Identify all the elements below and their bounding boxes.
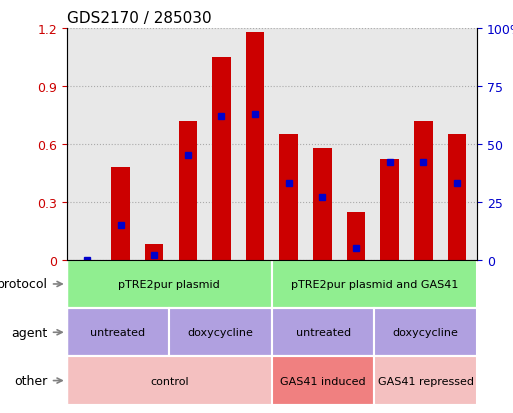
Bar <box>111 168 130 260</box>
Text: control: control <box>150 376 189 386</box>
Text: GDS2170 / 285030: GDS2170 / 285030 <box>67 12 211 26</box>
Text: GAS41 induced: GAS41 induced <box>281 376 366 386</box>
Text: other: other <box>15 374 62 387</box>
Text: pTRE2pur plasmid and GAS41: pTRE2pur plasmid and GAS41 <box>291 279 458 289</box>
Text: untreated: untreated <box>90 328 146 337</box>
FancyBboxPatch shape <box>272 309 374 356</box>
Text: agent: agent <box>12 326 62 339</box>
FancyBboxPatch shape <box>272 356 374 405</box>
Bar <box>347 212 365 260</box>
Bar <box>414 121 432 260</box>
Bar <box>246 33 264 260</box>
Text: untreated: untreated <box>295 328 351 337</box>
Text: doxycycline: doxycycline <box>393 328 459 337</box>
Bar <box>179 121 197 260</box>
FancyBboxPatch shape <box>169 309 272 356</box>
FancyBboxPatch shape <box>272 260 477 309</box>
FancyBboxPatch shape <box>374 356 477 405</box>
Text: doxycycline: doxycycline <box>188 328 253 337</box>
Bar <box>313 148 331 260</box>
Bar <box>280 135 298 260</box>
Bar <box>145 245 164 260</box>
FancyBboxPatch shape <box>67 356 272 405</box>
Bar <box>212 58 231 260</box>
Text: pTRE2pur plasmid: pTRE2pur plasmid <box>119 279 220 289</box>
Bar <box>448 135 466 260</box>
Bar <box>380 160 399 260</box>
Text: protocol: protocol <box>0 278 62 291</box>
FancyBboxPatch shape <box>67 260 272 309</box>
FancyBboxPatch shape <box>67 309 169 356</box>
FancyBboxPatch shape <box>374 309 477 356</box>
Text: GAS41 repressed: GAS41 repressed <box>378 376 474 386</box>
